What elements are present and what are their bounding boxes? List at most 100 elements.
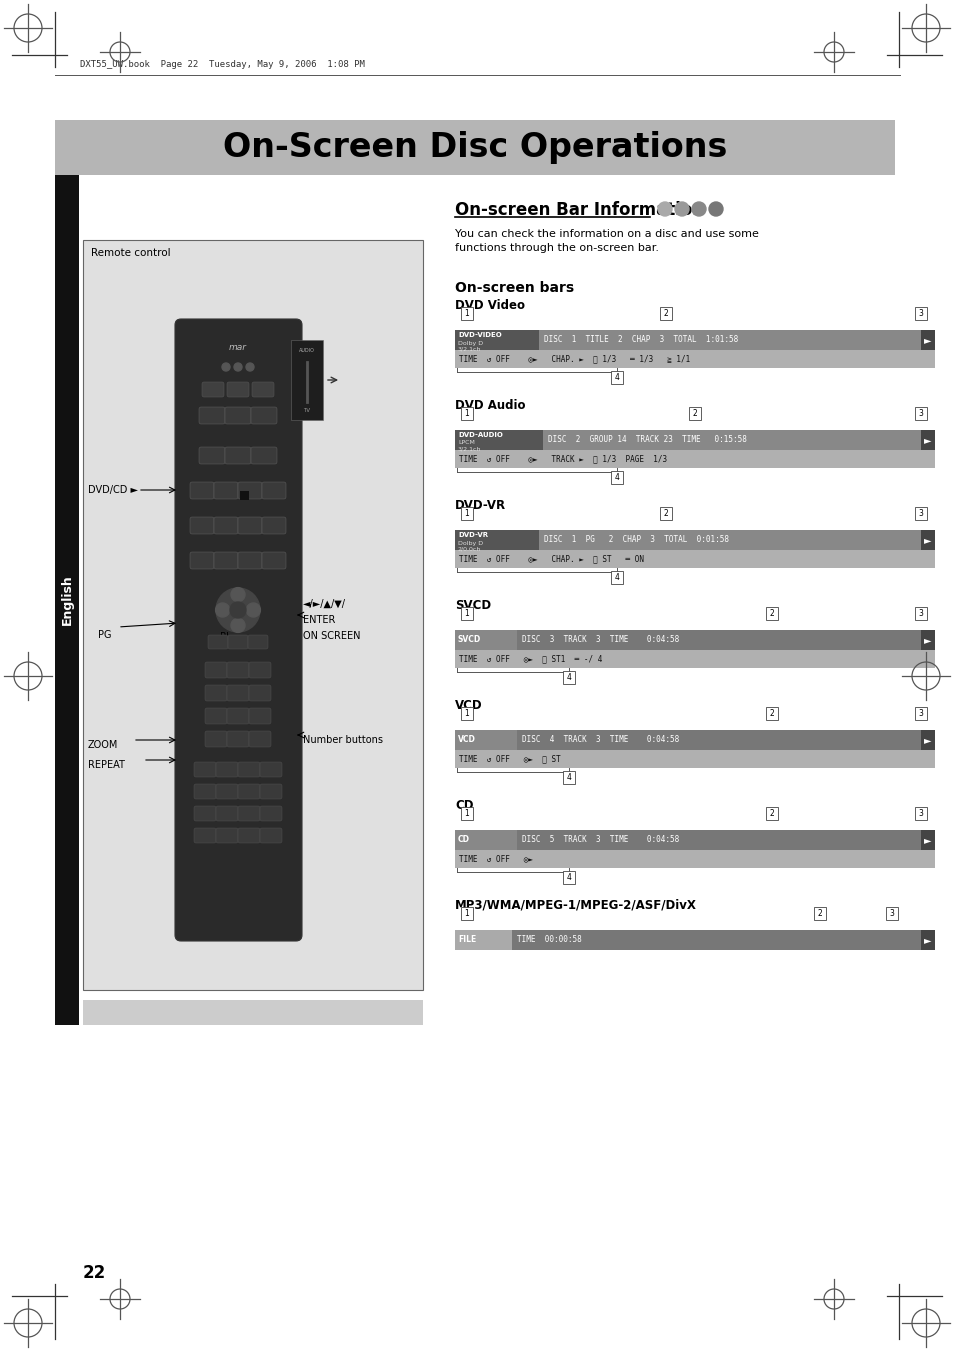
FancyBboxPatch shape — [914, 607, 925, 620]
Text: DVD-AUDIO: DVD-AUDIO — [457, 432, 502, 438]
FancyBboxPatch shape — [455, 630, 517, 650]
Text: 3: 3 — [917, 309, 923, 317]
FancyBboxPatch shape — [190, 517, 213, 534]
Text: VCD: VCD — [455, 698, 482, 712]
Text: Remote control: Remote control — [91, 249, 171, 258]
FancyBboxPatch shape — [199, 447, 225, 463]
Text: TV: TV — [303, 408, 310, 412]
FancyBboxPatch shape — [249, 662, 271, 678]
Text: 4: 4 — [566, 773, 571, 782]
FancyBboxPatch shape — [190, 482, 213, 499]
Text: SVCD: SVCD — [457, 635, 480, 644]
FancyBboxPatch shape — [227, 662, 249, 678]
Circle shape — [233, 363, 242, 372]
FancyBboxPatch shape — [455, 550, 934, 567]
FancyBboxPatch shape — [460, 907, 473, 920]
Text: English: English — [60, 574, 73, 626]
Text: ◄/►/▲/▼/: ◄/►/▲/▼/ — [303, 598, 346, 609]
Text: TIME  ↺ OFF    ◎►   CHAP. ►  ␀ ST   ═ ON: TIME ↺ OFF ◎► CHAP. ► ␀ ST ═ ON — [458, 554, 643, 563]
Text: You can check the information on a disc and use some
functions through the on-sc: You can check the information on a disc … — [455, 230, 758, 253]
FancyBboxPatch shape — [455, 929, 512, 950]
Text: 2/0.0ch: 2/0.0ch — [457, 547, 481, 551]
FancyBboxPatch shape — [562, 871, 575, 884]
FancyBboxPatch shape — [193, 784, 215, 798]
FancyBboxPatch shape — [251, 407, 276, 424]
Text: VCD: VCD — [457, 735, 476, 744]
Text: 4: 4 — [566, 873, 571, 882]
Text: 3: 3 — [917, 809, 923, 817]
FancyBboxPatch shape — [610, 571, 622, 584]
FancyBboxPatch shape — [920, 929, 934, 950]
FancyBboxPatch shape — [215, 762, 237, 777]
FancyBboxPatch shape — [237, 828, 260, 843]
FancyBboxPatch shape — [455, 450, 934, 467]
FancyBboxPatch shape — [193, 762, 215, 777]
Text: DVD-VR: DVD-VR — [457, 532, 488, 538]
Text: MP3/WMA/MPEG-1/MPEG-2/ASF/DivX: MP3/WMA/MPEG-1/MPEG-2/ASF/DivX — [455, 898, 696, 912]
FancyBboxPatch shape — [688, 407, 700, 420]
FancyBboxPatch shape — [455, 530, 538, 550]
Text: LPCM: LPCM — [457, 440, 475, 446]
FancyBboxPatch shape — [227, 708, 249, 724]
Circle shape — [230, 603, 246, 617]
Text: ZOOM: ZOOM — [88, 740, 118, 750]
FancyBboxPatch shape — [562, 771, 575, 784]
FancyBboxPatch shape — [460, 407, 473, 420]
FancyBboxPatch shape — [914, 807, 925, 820]
FancyBboxPatch shape — [237, 517, 262, 534]
Text: 1: 1 — [464, 809, 469, 817]
Text: ►: ► — [923, 435, 931, 444]
FancyBboxPatch shape — [542, 430, 920, 450]
FancyBboxPatch shape — [517, 730, 920, 750]
Text: TIME  00:00:58: TIME 00:00:58 — [517, 935, 581, 944]
Circle shape — [246, 603, 260, 617]
Circle shape — [708, 203, 722, 216]
Text: TIME  ↺ OFF    ◎►   CHAP. ►  ␀ 1/3   ═ 1/3   ≧ 1/1: TIME ↺ OFF ◎► CHAP. ► ␀ 1/3 ═ 1/3 ≧ 1/1 — [458, 354, 690, 363]
Text: DVD Audio: DVD Audio — [455, 399, 525, 412]
Text: 4: 4 — [614, 373, 618, 382]
FancyBboxPatch shape — [610, 471, 622, 484]
FancyBboxPatch shape — [237, 762, 260, 777]
Circle shape — [246, 363, 253, 372]
FancyBboxPatch shape — [260, 828, 282, 843]
FancyBboxPatch shape — [460, 607, 473, 620]
Text: 22: 22 — [83, 1265, 106, 1282]
FancyBboxPatch shape — [460, 307, 473, 320]
FancyBboxPatch shape — [205, 685, 227, 701]
FancyBboxPatch shape — [512, 929, 920, 950]
FancyBboxPatch shape — [920, 530, 934, 550]
Text: DVD/CD ►: DVD/CD ► — [88, 485, 138, 494]
Text: DISC  2  GROUP 14  TRACK 23  TIME   0:15:58: DISC 2 GROUP 14 TRACK 23 TIME 0:15:58 — [547, 435, 746, 444]
FancyBboxPatch shape — [455, 650, 934, 667]
Text: Dolby D: Dolby D — [457, 340, 482, 346]
Text: On-screen bars: On-screen bars — [455, 281, 574, 295]
FancyBboxPatch shape — [562, 671, 575, 684]
FancyBboxPatch shape — [251, 447, 276, 463]
Text: DVD-VR: DVD-VR — [455, 499, 506, 512]
Text: On-screen Bar Information: On-screen Bar Information — [455, 201, 703, 219]
Text: ►: ► — [923, 635, 931, 644]
FancyBboxPatch shape — [920, 630, 934, 650]
FancyBboxPatch shape — [225, 407, 251, 424]
Text: 2: 2 — [769, 709, 774, 717]
FancyBboxPatch shape — [765, 707, 777, 720]
Text: DVD Video: DVD Video — [455, 299, 524, 312]
FancyBboxPatch shape — [455, 330, 538, 350]
FancyBboxPatch shape — [455, 430, 542, 450]
FancyBboxPatch shape — [215, 784, 237, 798]
FancyBboxPatch shape — [208, 635, 228, 648]
Circle shape — [215, 603, 230, 617]
Text: DXT55_UW.book  Page 22  Tuesday, May 9, 2006  1:08 PM: DXT55_UW.book Page 22 Tuesday, May 9, 20… — [80, 59, 364, 69]
FancyBboxPatch shape — [227, 382, 249, 397]
Text: 2: 2 — [692, 409, 697, 417]
Text: TIME  ↺ OFF   ◎►  ␀ ST: TIME ↺ OFF ◎► ␀ ST — [458, 754, 560, 763]
FancyBboxPatch shape — [920, 430, 934, 450]
FancyBboxPatch shape — [291, 340, 323, 420]
FancyBboxPatch shape — [885, 907, 897, 920]
FancyBboxPatch shape — [215, 807, 237, 821]
Text: DISC  5  TRACK  3  TIME    0:04:58: DISC 5 TRACK 3 TIME 0:04:58 — [521, 835, 679, 844]
FancyBboxPatch shape — [249, 731, 271, 747]
FancyBboxPatch shape — [455, 730, 517, 750]
FancyBboxPatch shape — [920, 830, 934, 850]
Text: 4: 4 — [614, 573, 618, 582]
